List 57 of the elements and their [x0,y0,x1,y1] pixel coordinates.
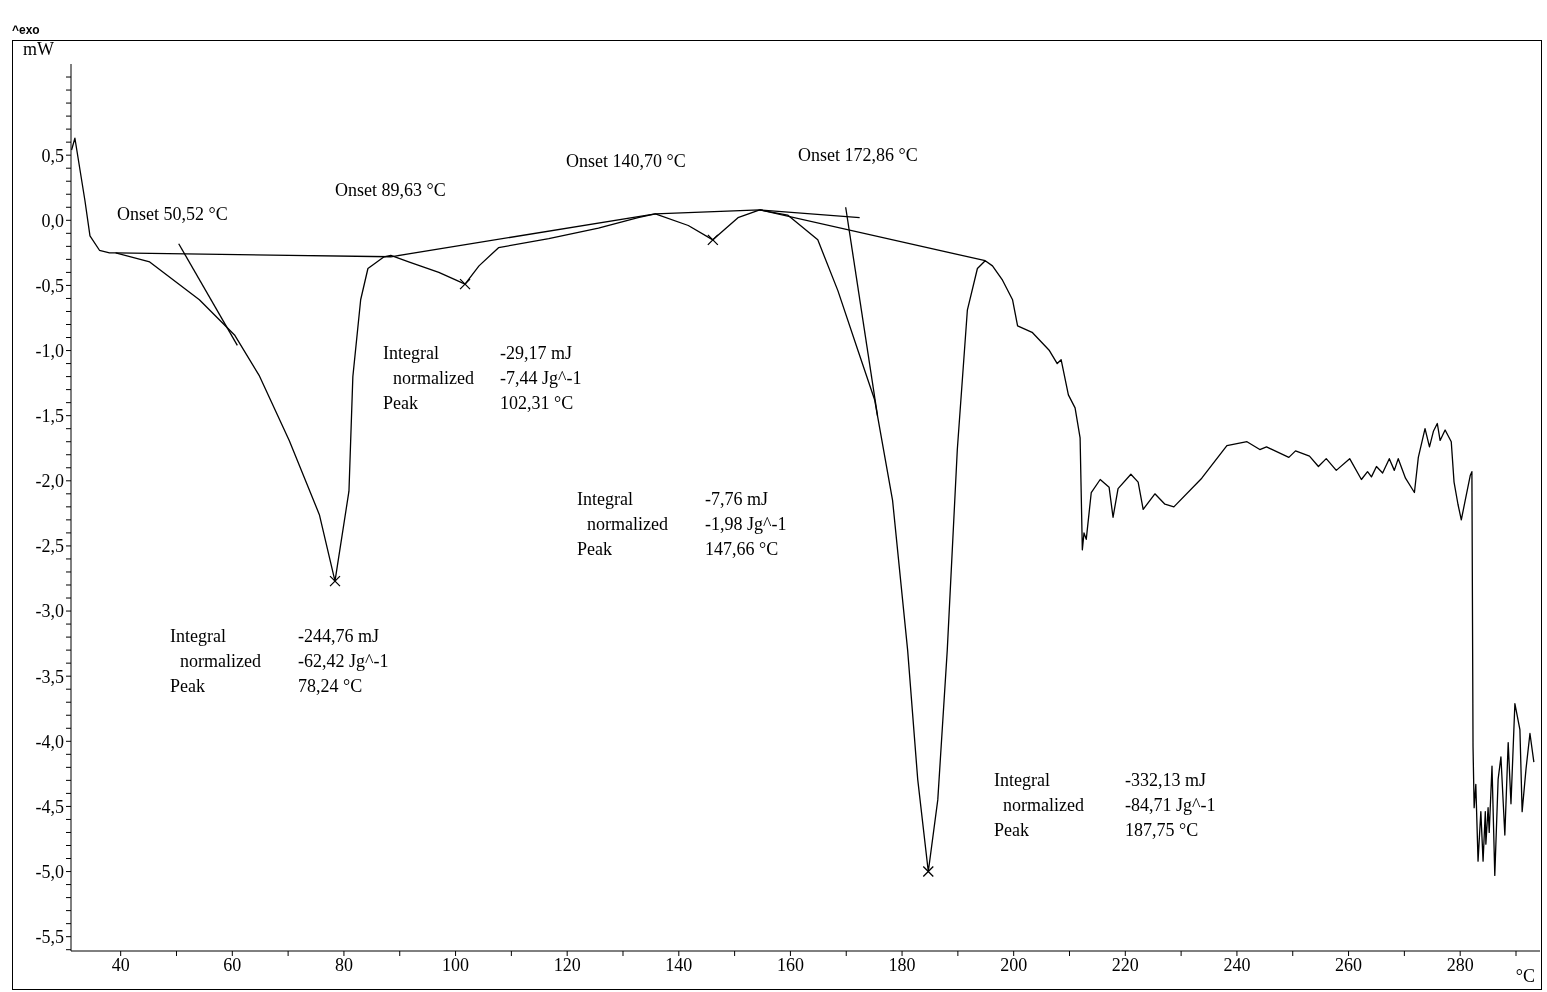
annotation: 147,66 °C [705,539,779,559]
x-tick-label: 60 [223,954,242,975]
x-tick-label: 240 [1223,954,1251,975]
annotation: -332,13 mJ [1125,770,1206,790]
y-axis-title: mW [23,39,54,60]
annotation: normalized [587,514,668,534]
annotation: -29,17 mJ [500,343,572,363]
y-tick-label: -3,5 [35,666,64,687]
x-axis-title: °C [1515,966,1535,987]
annotation: 78,24 °C [298,676,363,696]
y-tick-label: -1,5 [35,406,64,427]
y-tick-label: -3,0 [35,601,64,622]
y-tick-label: 0,0 [41,210,64,231]
x-tick-label: 160 [776,954,804,975]
x-tick-label: 40 [111,954,130,975]
annotation: -62,42 Jg^-1 [298,651,389,671]
x-tick-label: 180 [888,954,916,975]
x-tick-label: 120 [553,954,581,975]
text: ^exo [12,22,40,39]
annotation: 187,75 °C [1125,820,1199,840]
annotation: Peak [170,676,205,696]
annotation: -244,76 mJ [298,626,379,646]
annotation: Integral [383,343,439,363]
y-tick-label: -1,0 [35,340,64,361]
y-tick-label: -4,0 [35,731,64,752]
y-tick-label: -5,5 [35,927,64,948]
x-tick-label: 220 [1111,954,1139,975]
annotation: -1,98 Jg^-1 [705,514,787,534]
x-tick-label: 80 [334,954,353,975]
y-tick-label: -2,0 [35,471,64,492]
annotation: Onset 172,86 °C [798,145,918,165]
x-tick-label: 260 [1335,954,1363,975]
annotation: Onset 89,63 °C [335,180,446,200]
annotation: normalized [1003,795,1084,815]
y-tick-label: 0,5 [41,145,64,166]
annotation: Peak [383,393,418,413]
annotation: Integral [170,626,226,646]
y-tick-label: -2,5 [35,536,64,557]
x-tick-label: 140 [665,954,693,975]
annotation: 102,31 °C [500,393,574,413]
annotation: -84,71 Jg^-1 [1125,795,1216,815]
x-tick-label: 280 [1446,954,1474,975]
y-tick-label: -5,0 [35,861,64,882]
y-tick-label: -0,5 [35,275,64,296]
annotation: Integral [994,770,1050,790]
x-tick-label: 200 [1000,954,1028,975]
annotation: -7,44 Jg^-1 [500,368,582,388]
annotation: normalized [180,651,261,671]
annotation: Peak [577,539,612,559]
annotation: Onset 140,70 °C [566,151,686,171]
annotation: Onset 50,52 °C [117,204,228,224]
annotation: Integral [577,489,633,509]
x-tick-label: 100 [442,954,470,975]
annotation: Peak [994,820,1029,840]
annotation: -7,76 mJ [705,489,768,509]
y-tick-label: -4,5 [35,796,64,817]
annotation: normalized [393,368,474,388]
